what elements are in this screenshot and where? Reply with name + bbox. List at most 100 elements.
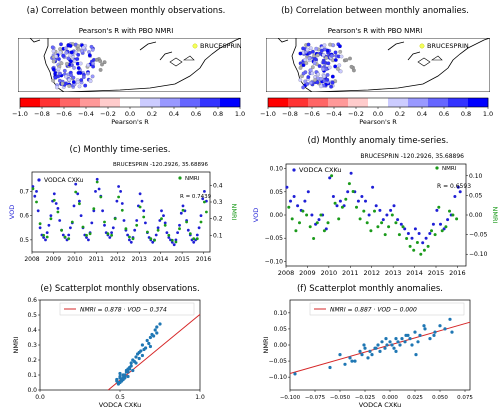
colorbar-swatch: [140, 98, 161, 107]
data-point: [158, 219, 162, 222]
data-point: [138, 205, 142, 209]
station-dot: [333, 58, 338, 62]
data-point: [338, 199, 342, 203]
y-tick-label: −0.05: [265, 235, 284, 242]
data-point: [146, 230, 149, 234]
y-tick-label: 0.6: [19, 213, 29, 220]
data-point: [446, 218, 450, 222]
data-point: [374, 346, 378, 350]
data-point: [368, 349, 372, 353]
data-point: [85, 236, 88, 239]
data-point: [371, 185, 375, 189]
data-point: [144, 221, 147, 225]
data-point: [293, 372, 297, 376]
r-value: R = 0.6593: [437, 183, 471, 190]
data-point: [95, 180, 99, 184]
colorbar-tick-label: −0.8: [282, 110, 298, 118]
panel-d-plot: 2008 2009 2010 2011 2012 2013 2014 2015 2016 −0.1…: [252, 153, 499, 277]
data-point: [127, 238, 131, 242]
y-axis-label: NMRI: [262, 336, 270, 353]
x-axis-label: VODCA CXKu: [99, 401, 142, 409]
data-point: [111, 226, 115, 230]
data-point: [335, 204, 339, 208]
data-point: [192, 237, 196, 241]
data-point: [170, 238, 174, 242]
station-dot: [66, 56, 71, 61]
station-dot: [322, 74, 326, 79]
station-dot: [310, 65, 315, 70]
data-point: [403, 227, 407, 231]
y-axis-label: VOD: [252, 208, 260, 222]
legend-label: VODCA CXKu: [44, 177, 83, 184]
data-point: [106, 232, 110, 236]
station-dot: [337, 63, 342, 68]
data-point: [301, 209, 305, 213]
data-point: [94, 190, 97, 193]
colorbar-tick-label: 1.0: [235, 110, 245, 118]
data-point: [115, 199, 119, 203]
data-point: [322, 229, 326, 233]
x-tick-label: 0.0: [35, 394, 45, 401]
station-dot: [54, 54, 58, 59]
station-dot: [321, 60, 326, 65]
station-dot: [76, 47, 81, 52]
x-tick-label: −0.075: [305, 395, 326, 401]
station-dot: [310, 71, 315, 76]
data-point: [128, 367, 132, 371]
station-dot: [90, 74, 95, 79]
data-point: [149, 237, 153, 241]
data-point: [38, 222, 42, 226]
station-dot: [83, 83, 88, 88]
site-label-b: BRUCESPRIN: [427, 42, 469, 50]
data-point: [97, 187, 101, 191]
y-right-axis-label: NMRI: [491, 207, 499, 224]
x-tick-label: 2014: [406, 269, 423, 277]
station-dot: [76, 66, 81, 70]
data-point: [440, 229, 444, 233]
panel-b-subtitle: Pearson's R with PBO NMRI: [328, 27, 423, 35]
data-point: [45, 231, 49, 235]
station-dot: [76, 44, 81, 48]
data-point: [333, 201, 337, 205]
data-point: [90, 221, 94, 225]
station-dot: [304, 61, 309, 65]
data-point: [373, 209, 376, 213]
data-point: [176, 231, 180, 235]
data-point: [60, 228, 63, 232]
colorbar-swatch: [268, 98, 289, 107]
station-dot: [319, 77, 323, 81]
station-dot: [86, 71, 90, 76]
panel-a-map: BRUCESPRIN: [18, 38, 241, 92]
colorbar-tick-label: 0.4: [169, 110, 179, 118]
data-point: [358, 217, 362, 221]
x-tick-label: 2014: [153, 256, 168, 263]
y-tick-label: 0.05: [274, 326, 288, 333]
data-point: [124, 370, 128, 374]
data-point: [317, 218, 321, 222]
x-tick-label: −0.100: [280, 395, 301, 401]
data-point: [415, 241, 419, 244]
station-dot: [75, 57, 80, 61]
station-dot: [94, 57, 99, 62]
y-tick-label: −0.10: [269, 374, 288, 381]
legend-box: [309, 302, 465, 316]
data-point: [131, 368, 135, 373]
y-tick-label: 0.10: [274, 310, 288, 317]
data-point: [124, 227, 128, 231]
data-point: [390, 213, 394, 217]
data-point: [383, 233, 387, 237]
station-dot: [298, 51, 303, 56]
station-dot: [67, 84, 72, 88]
data-point: [400, 337, 404, 341]
data-point: [433, 233, 437, 237]
data-point: [142, 215, 146, 219]
station-dot: [301, 71, 306, 76]
y-right-tick-label: 0.05: [469, 192, 483, 199]
y-tick-label: 0.0: [27, 387, 37, 394]
panel-e-title: (e) Scatterplot monthly observations.: [40, 284, 199, 294]
station-dot: [75, 80, 80, 85]
data-point: [156, 226, 160, 230]
station-dot: [333, 50, 338, 55]
data-point: [137, 356, 141, 361]
colorbar-tick-label: −0.4: [326, 110, 342, 118]
